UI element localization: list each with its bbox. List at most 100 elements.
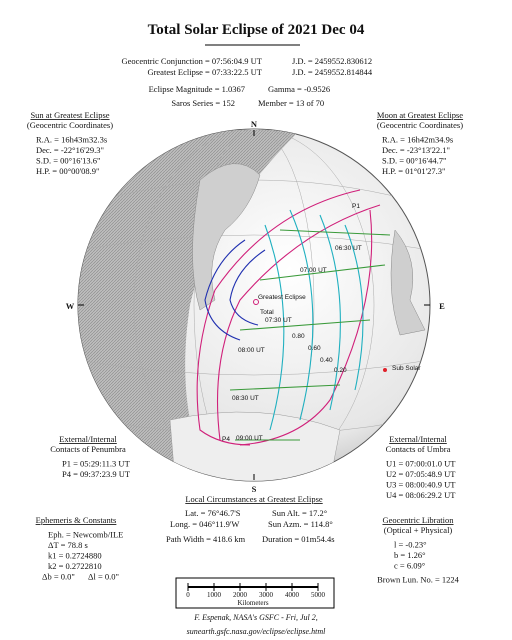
conjunction-jd: J.D. = 2459552.830612 bbox=[292, 56, 372, 66]
night-side bbox=[78, 130, 300, 481]
label: Total bbox=[260, 309, 274, 316]
label: 0.60 bbox=[308, 345, 321, 352]
block-line: Dec. = -23°13'22.1" bbox=[382, 145, 450, 155]
local-title: Local Circumstances at Greatest Eclipse bbox=[185, 494, 323, 504]
block-subtitle: (Geocentric Coordinates) bbox=[27, 120, 113, 130]
saros: Saros Series = 152 bbox=[171, 98, 235, 108]
east: E bbox=[439, 301, 445, 311]
block-line: ΔT = 78.8 s bbox=[48, 540, 88, 550]
lat: Lat. = 76°46.7'S bbox=[185, 508, 241, 518]
north: N bbox=[251, 119, 258, 129]
block-title: Ephemeris & Constants bbox=[36, 515, 117, 525]
sun-block: Sun at Greatest Eclipse(Geocentric Coord… bbox=[27, 110, 113, 176]
path-width: Path Width = 418.6 km bbox=[166, 534, 246, 544]
delta-b: Δb = 0.0" bbox=[42, 572, 75, 582]
label: Greatest Eclipse bbox=[258, 294, 306, 301]
label: 07:00 UT bbox=[300, 267, 327, 274]
conjunction: Geocentric Conjunction = 07:56:04.9 UT bbox=[121, 56, 262, 66]
west: W bbox=[66, 301, 75, 311]
credit: F. Espenak, NASA's GSFC - Fri, Jul 2, bbox=[193, 613, 318, 622]
libration-block: Geocentric Libration(Optical + Physical)… bbox=[377, 515, 460, 585]
block-title: Moon at Greatest Eclipse bbox=[377, 110, 463, 120]
compass: N S W E bbox=[66, 119, 445, 494]
label: 08:00 UT bbox=[238, 347, 265, 354]
sun-alt: Sun Alt. = 17.2° bbox=[272, 508, 327, 518]
label: 07:30 UT bbox=[265, 317, 292, 324]
delta-l: Δl = 0.0" bbox=[88, 572, 119, 582]
block-line: c = 6.09° bbox=[394, 561, 425, 571]
greatest: Greatest Eclipse = 07:33:22.5 UT bbox=[147, 67, 262, 77]
scale-tick-label: 3000 bbox=[259, 591, 274, 599]
block-line: U1 = 07:00:01.0 UT bbox=[386, 459, 456, 469]
label: 0.40 bbox=[320, 357, 333, 364]
label: 0.80 bbox=[292, 333, 305, 340]
label: Sub Solar bbox=[392, 365, 421, 372]
block-title: External/Internal bbox=[389, 434, 447, 444]
member: Member = 13 of 70 bbox=[258, 98, 324, 108]
south: S bbox=[252, 484, 257, 494]
globe: P1 P4 Greatest Eclipse Total Sub Solar 0… bbox=[66, 119, 445, 494]
scale-tick-label: 1000 bbox=[207, 591, 222, 599]
label: P4 bbox=[222, 436, 230, 443]
label: 09:00 UT bbox=[236, 435, 263, 442]
block-line: Dec. = -22°16'29.3" bbox=[36, 145, 104, 155]
block-line: R.A. = 16h42m34.9s bbox=[382, 135, 453, 145]
header: Geocentric Conjunction = 07:56:04.9 UT J… bbox=[121, 56, 372, 108]
block-line: P4 = 09:37:23.9 UT bbox=[62, 469, 131, 479]
local-block: Local Circumstances at Greatest Eclipse … bbox=[166, 494, 335, 544]
scale-tick-label: 0 bbox=[186, 591, 190, 599]
block-title: Geocentric Libration bbox=[382, 515, 454, 525]
moon-block: Moon at Greatest Eclipse(Geocentric Coor… bbox=[377, 110, 463, 176]
duration: Duration = 01m54.4s bbox=[262, 534, 335, 544]
scale-tick-label: 4000 bbox=[285, 591, 300, 599]
land bbox=[192, 163, 426, 336]
magnitude: Eclipse Magnitude = 1.0367 bbox=[149, 84, 245, 94]
scale-tick-label: 2000 bbox=[233, 591, 248, 599]
block-line: U4 = 08:06:29.2 UT bbox=[386, 490, 456, 500]
block-line: l = -0.23° bbox=[394, 540, 427, 550]
block-subtitle: (Geocentric Coordinates) bbox=[377, 120, 463, 130]
block-line: b = 1.26° bbox=[394, 550, 426, 560]
label: P1 bbox=[352, 203, 360, 210]
block-subtitle: Contacts of Penumbra bbox=[50, 444, 126, 454]
scale-tick-label: 5000 bbox=[311, 591, 326, 599]
block-title: Sun at Greatest Eclipse bbox=[30, 110, 109, 120]
block-line: U3 = 08:00:40.9 UT bbox=[386, 480, 456, 490]
block-line: k1 = 0.2724880 bbox=[48, 551, 102, 561]
label: 06:30 UT bbox=[335, 245, 362, 252]
antarctica bbox=[169, 411, 341, 481]
long: Long. = 046°11.9'W bbox=[170, 519, 239, 529]
block-line: S.D. = 00°16'13.6" bbox=[36, 156, 100, 166]
map-labels: P1 P4 Greatest Eclipse Total Sub Solar 0… bbox=[222, 203, 421, 443]
block-line: U2 = 07:05:48.9 UT bbox=[386, 469, 456, 479]
scale-frame bbox=[175, 577, 335, 609]
label: 08:30 UT bbox=[232, 395, 259, 402]
greatest-jd: J.D. = 2459552.814844 bbox=[292, 67, 373, 77]
graticule bbox=[78, 129, 430, 481]
block-subtitle: Contacts of Umbra bbox=[386, 444, 451, 454]
block-line: k2 = 0.2722810 bbox=[48, 561, 102, 571]
block-line: H.P. = 01°01'27.3" bbox=[382, 166, 446, 176]
title: Total Solar Eclipse of 2021 Dec 04 bbox=[148, 22, 365, 38]
block-line: Eph. = Newcomb/ILE bbox=[48, 530, 123, 540]
block-line: H.P. = 00°00'08.9" bbox=[36, 166, 100, 176]
eclipse-curves bbox=[196, 189, 391, 446]
block-subtitle: (Optical + Physical) bbox=[384, 525, 453, 535]
gamma: Gamma = -0.9526 bbox=[268, 84, 330, 94]
url: sunearth.gsfc.nasa.gov/eclipse/eclipse.h… bbox=[187, 627, 326, 636]
brown-number: Brown Lun. No. = 1224 bbox=[377, 575, 460, 585]
sub-solar-point bbox=[383, 368, 387, 372]
block-line: R.A. = 16h43m32.3s bbox=[36, 135, 107, 145]
scale-label: Kilometers bbox=[237, 599, 268, 607]
block-line: S.D. = 00°16'44.7" bbox=[382, 156, 446, 166]
block-line: P1 = 05:29:11.3 UT bbox=[62, 459, 131, 469]
label: 0.20 bbox=[334, 367, 347, 374]
block-title: External/Internal bbox=[59, 434, 117, 444]
greatest-point bbox=[253, 299, 259, 305]
sun-azm: Sun Azm. = 114.8° bbox=[268, 519, 333, 529]
scale-bar: Kilometers 0 1000 2000 3000 4000 5000 bbox=[175, 577, 335, 609]
